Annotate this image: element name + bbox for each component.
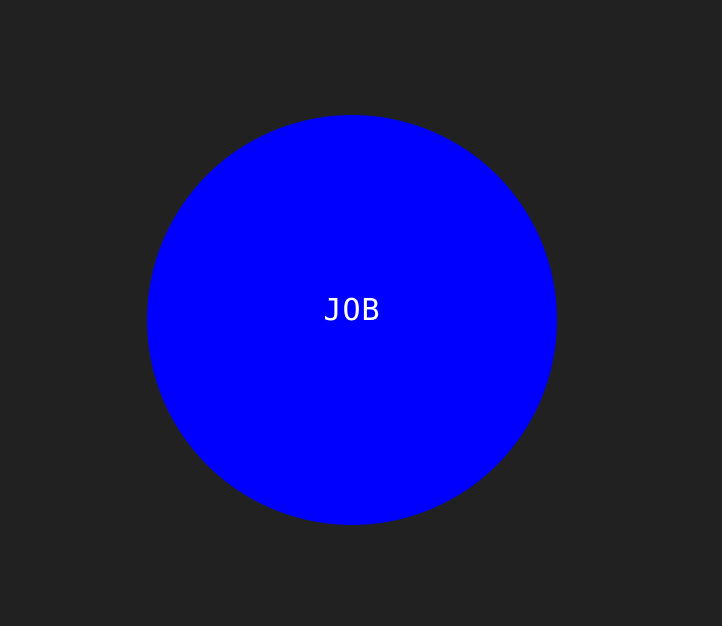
job-label: JOB <box>323 292 381 328</box>
job-circle-button[interactable]: JOB <box>147 115 557 525</box>
